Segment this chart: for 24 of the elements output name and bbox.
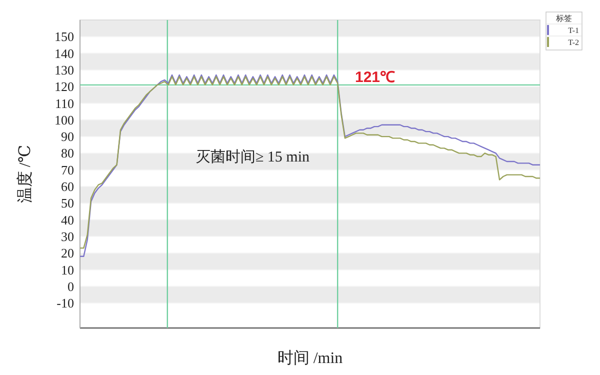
y-tick-label: 130: [54, 62, 74, 78]
ref-line-label: 121℃: [355, 68, 396, 86]
y-tick-label: 140: [54, 46, 74, 61]
y-axis-title: 温度 /℃: [16, 144, 34, 204]
y-tick-label: 40: [61, 212, 74, 228]
legend-title: 标签: [555, 14, 572, 23]
y-tick-label: 100: [54, 112, 74, 128]
y-tick-label: 30: [61, 228, 74, 244]
legend-label: T-2: [568, 38, 579, 47]
y-tick-label: 10: [61, 262, 74, 278]
legend-label: T-1: [568, 26, 579, 35]
y-tick-label: 50: [61, 196, 74, 211]
y-tick-label: -10: [56, 296, 74, 311]
x-axis-title: 时间 /min: [277, 349, 343, 367]
y-tick-label: 90: [61, 129, 74, 144]
y-tick-label: 70: [61, 162, 74, 178]
y-tick-label: 60: [61, 179, 74, 194]
y-tick-label: 110: [54, 96, 74, 111]
y-tick-label: 20: [61, 246, 74, 261]
y-tick-label: 80: [61, 146, 74, 161]
y-tick-label: 150: [54, 29, 74, 44]
annotation: 灭菌时间≥ 15 min: [195, 148, 310, 166]
y-tick-label: 0: [68, 278, 74, 294]
y-tick-label: 120: [54, 79, 74, 94]
